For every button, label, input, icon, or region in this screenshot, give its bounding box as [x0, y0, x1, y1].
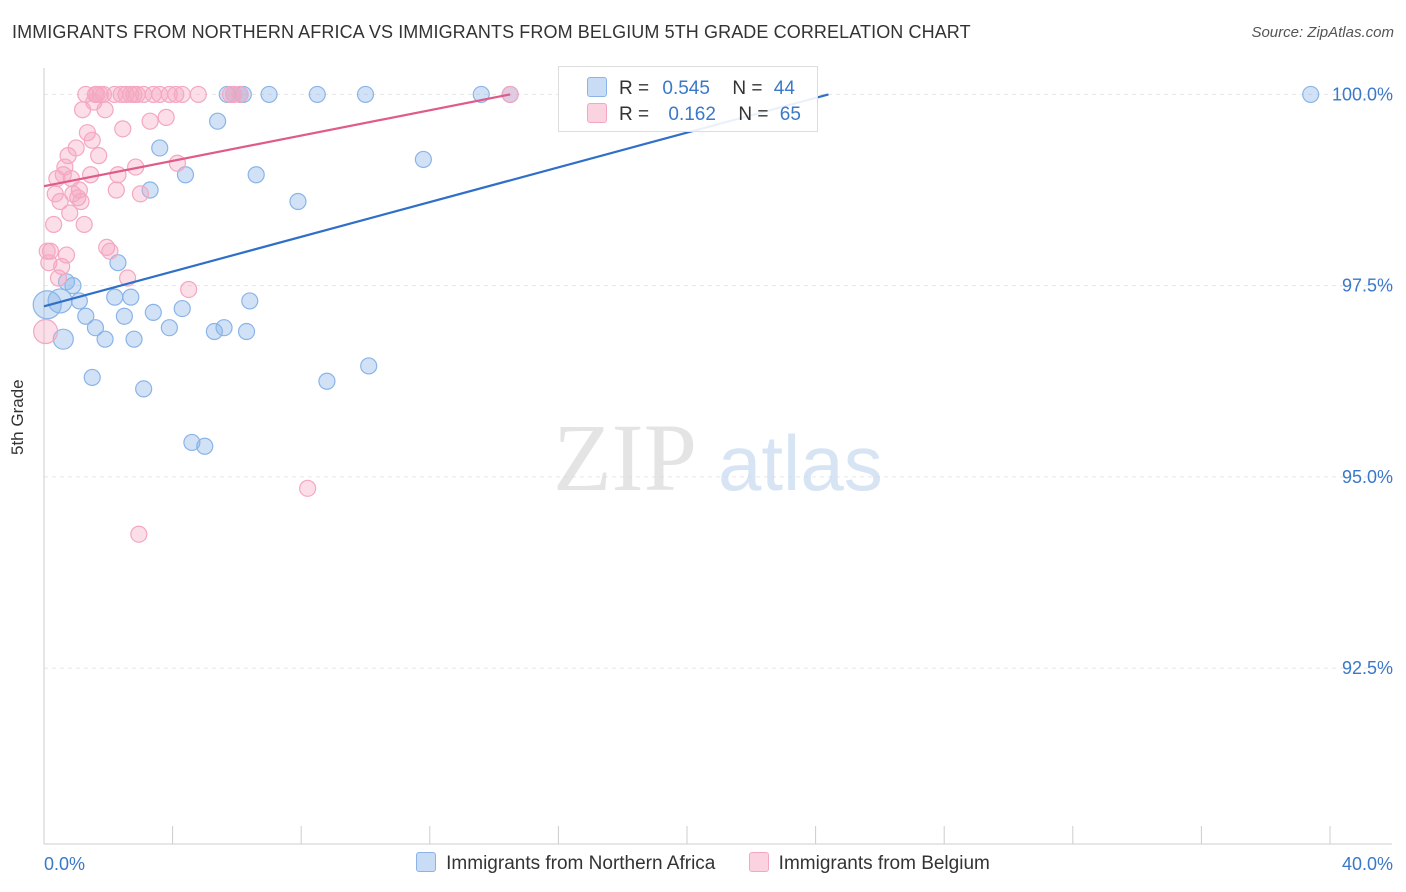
y-tick-label: 92.5% [1342, 658, 1393, 678]
point-northern-africa [106, 288, 124, 306]
point-belgium [189, 85, 207, 104]
series-legend: Immigrants from Northern Africa Immigran… [0, 852, 1406, 875]
legend-item-belgium: Immigrants from Belgium [748, 852, 990, 875]
point-northern-africa [241, 292, 259, 310]
legend-row-belgium: R = 0.162 N = 65 [587, 103, 801, 125]
point-northern-africa [160, 319, 178, 337]
point-belgium [82, 166, 100, 184]
legend-swatch-pink [748, 852, 769, 872]
point-northern-africa [115, 307, 133, 325]
point-northern-africa [183, 433, 201, 452]
legend-swatch-blue [587, 77, 607, 97]
point-belgium [299, 479, 317, 497]
point-northern-africa [237, 322, 256, 341]
point-northern-africa [125, 330, 143, 348]
point-northern-africa [289, 192, 307, 211]
legend-item-label: Immigrants from Belgium [778, 853, 990, 874]
x-tick-label-max: 40.0% [1342, 854, 1393, 874]
y-tick-label: 100.0% [1332, 84, 1393, 104]
point-northern-africa [52, 328, 74, 350]
point-belgium [33, 318, 59, 345]
point-northern-africa [151, 139, 169, 157]
point-northern-africa [135, 380, 153, 398]
point-northern-africa [173, 299, 191, 318]
point-belgium [45, 215, 63, 234]
point-belgium [96, 101, 114, 119]
point-belgium [41, 242, 60, 260]
legend-item-label: Immigrants from Northern Africa [446, 853, 716, 874]
point-northern-africa [414, 150, 432, 169]
x-tick-label-min: 0.0% [44, 854, 85, 874]
y-tick-label: 97.5% [1342, 276, 1393, 296]
legend-r-label: R = [619, 104, 650, 125]
trendline-belgium [43, 93, 511, 188]
point-belgium [225, 85, 243, 104]
point-northern-africa [122, 288, 140, 306]
point-belgium [131, 185, 150, 203]
point-belgium [130, 525, 148, 543]
point-belgium [67, 139, 85, 157]
legend-n-label: N = [738, 104, 769, 125]
point-northern-africa [308, 85, 326, 104]
point-northern-africa [260, 85, 278, 104]
point-northern-africa [96, 330, 114, 348]
legend-row-northern-africa: R = 0.545 N = 44 [587, 77, 795, 99]
point-northern-africa [205, 322, 223, 341]
point-northern-africa [209, 112, 227, 130]
point-northern-africa [77, 307, 95, 325]
correlation-legend: R = 0.545 N = 44 R = 0.162 N = 65 [558, 66, 818, 132]
y-tick-label: 95.0% [1342, 467, 1393, 487]
point-belgium [61, 204, 79, 222]
legend-n-value: 44 [773, 78, 795, 99]
point-belgium [75, 215, 93, 234]
legend-r-value: 0.545 [662, 78, 710, 99]
point-belgium [57, 246, 76, 264]
point-northern-africa [64, 277, 82, 295]
point-belgium [180, 280, 198, 299]
point-belgium [107, 181, 125, 199]
point-northern-africa [247, 166, 265, 184]
point-belgium [231, 85, 249, 104]
point-northern-africa [141, 181, 159, 199]
point-northern-africa [144, 303, 162, 322]
point-belgium [101, 242, 119, 260]
source-label: Source: ZipAtlas.com [1251, 24, 1394, 41]
point-belgium [51, 192, 69, 211]
point-belgium [83, 131, 101, 149]
point-belgium [167, 85, 185, 104]
watermark-zip: ZIP [553, 404, 697, 511]
y-axis-label: 5th Grade [8, 379, 27, 455]
point-belgium [109, 166, 127, 184]
point-northern-africa [1302, 85, 1320, 104]
legend-n-label: N = [732, 78, 763, 99]
point-northern-africa [196, 437, 214, 455]
point-belgium [90, 147, 108, 165]
point-northern-africa [215, 319, 233, 337]
point-northern-africa [318, 372, 336, 390]
point-belgium [173, 85, 191, 104]
legend-n-value: 65 [779, 104, 801, 125]
point-northern-africa [356, 85, 375, 104]
point-belgium [141, 112, 159, 130]
point-northern-africa [360, 357, 378, 375]
watermark-atlas: atlas [718, 419, 883, 507]
legend-item-northern-africa: Immigrants from Northern Africa [416, 852, 715, 875]
point-belgium [114, 120, 132, 138]
point-belgium [157, 108, 175, 126]
point-belgium [160, 85, 178, 104]
point-belgium [72, 192, 90, 211]
chart-title: IMMIGRANTS FROM NORTHERN AFRICA VS IMMIG… [12, 22, 971, 42]
legend-swatch-pink [587, 103, 607, 123]
legend-swatch-blue [416, 852, 437, 872]
point-belgium [168, 154, 187, 172]
legend-r-label: R = [619, 78, 650, 99]
point-northern-africa [86, 319, 105, 337]
legend-r-value: 0.162 [668, 104, 716, 125]
point-northern-africa [83, 368, 101, 387]
